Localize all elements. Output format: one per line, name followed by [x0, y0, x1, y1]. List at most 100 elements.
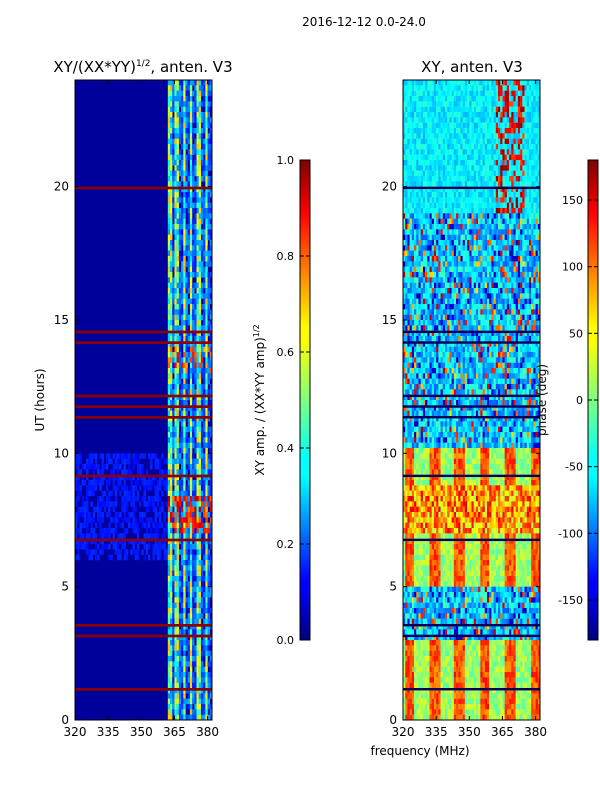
left-heatmap-cell [183, 544, 186, 550]
left-heatmap-cell [170, 250, 173, 257]
left-heatmap-cell [145, 533, 149, 539]
left-heatmap-cell [198, 149, 202, 155]
colorbar-tick-label: 0.6 [277, 346, 295, 359]
left-heatmap-cell [200, 362, 204, 369]
left-heatmap-cell [207, 496, 210, 502]
right-heatmap-cell [407, 208, 410, 214]
right-heatmap-cell [403, 240, 406, 246]
right-heatmap-cell [433, 176, 437, 182]
left-heatmap-cell [132, 474, 135, 481]
left-heatmap-cell [119, 512, 122, 518]
left-heatmap-cell [194, 714, 197, 720]
right-heatmap-cell [425, 197, 428, 203]
left-heatmap-cell [192, 298, 195, 305]
left-heatmap-cell [205, 592, 208, 598]
left-heatmap-cell [170, 282, 173, 289]
left-heatmap-cell [181, 213, 184, 219]
left-heatmap-cell [167, 176, 171, 182]
right-heatmap-cell [491, 85, 494, 91]
left-heatmap-cell [172, 181, 175, 187]
right-heatmap-cell [449, 138, 452, 145]
left-heatmap-cell [207, 442, 210, 449]
right-heatmap-cell [449, 250, 452, 257]
left-heatmap-cell [170, 426, 173, 433]
right-heatmap-cell [484, 176, 488, 182]
left-heatmap-cell [207, 256, 210, 262]
left-heatmap-cell [158, 522, 162, 529]
left-heatmap-cell [170, 506, 173, 513]
right-heatmap-cell [456, 176, 459, 182]
right-heatmap-cell [484, 245, 488, 251]
left-heatmap-cell [189, 112, 193, 118]
left-heatmap-cell [176, 704, 180, 710]
left-heatmap-cell [112, 538, 115, 545]
left-heatmap-cell [187, 288, 191, 294]
right-heatmap-cell [504, 192, 508, 198]
left-heatmap-cell [172, 693, 175, 699]
right-heatmap-cell [403, 96, 406, 102]
right-heatmap-cell [405, 250, 408, 257]
left-heatmap-cell [192, 304, 195, 310]
right-heatmap-cell [462, 138, 466, 145]
left-heatmap-cell [119, 538, 122, 545]
left-heatmap-cell [178, 517, 182, 523]
left-heatmap-cell [154, 549, 157, 555]
right-heatmap-cell [456, 154, 459, 161]
left-heatmap-cell [203, 485, 206, 491]
right-heatmap-cell [422, 218, 426, 225]
left-heatmap-cell [205, 144, 208, 150]
right-heatmap-cell [444, 240, 448, 246]
right-heatmap-cell [422, 133, 426, 139]
right-heatmap-cell [513, 138, 516, 145]
left-heatmap-cell [192, 656, 195, 662]
left-heatmap-cell [207, 624, 210, 630]
left-heatmap-cell [158, 517, 162, 523]
left-heatmap-cell [174, 453, 177, 459]
left-heatmap-cell [196, 224, 199, 230]
right-heatmap-cell [438, 80, 441, 86]
left-heatmap-cell [185, 698, 188, 705]
left-heatmap-cell [196, 186, 199, 193]
right-heatmap-cell [458, 122, 461, 129]
right-heatmap-cell [533, 85, 536, 91]
left-heatmap-cell [176, 256, 180, 262]
left-heatmap-cell [196, 277, 199, 283]
left-heatmap-cell [207, 250, 210, 257]
left-heatmap-cell [178, 213, 182, 219]
left-heatmap-cell [196, 170, 199, 177]
right-heatmap-cell [504, 170, 508, 177]
left-heatmap-cell [209, 469, 212, 475]
left-heatmap-cell [183, 213, 186, 219]
left-heatmap-cell [170, 229, 173, 235]
left-heatmap-cell [172, 634, 175, 641]
right-heatmap-cell [517, 186, 521, 193]
left-heatmap-cell [200, 229, 204, 235]
left-heatmap-cell [123, 464, 127, 470]
left-heatmap-cell [181, 501, 184, 507]
right-heatmap-cell [489, 117, 492, 123]
left-heatmap-cell [185, 437, 188, 443]
right-heatmap-cell [495, 192, 499, 198]
right-heatmap-cell [484, 181, 488, 187]
left-heatmap-cell [192, 528, 195, 534]
left-heatmap-cell [79, 538, 82, 545]
right-heatmap-cell [440, 149, 443, 155]
right-heatmap-cell [416, 181, 419, 187]
left-heatmap-cell [167, 112, 171, 118]
right-heatmap-cell [522, 165, 525, 171]
right-heatmap-cell [520, 176, 523, 182]
right-heatmap-cell [533, 165, 536, 171]
right-heatmap-cell [475, 218, 479, 225]
left-heatmap-cell [203, 229, 206, 235]
left-heatmap-cell [176, 602, 180, 609]
left-heatmap-cell [209, 576, 212, 582]
left-heatmap-cell [209, 80, 212, 86]
right-heatmap-cell [409, 240, 413, 246]
right-heatmap-cell [469, 224, 472, 230]
left-heatmap-cell [176, 512, 180, 518]
left-heatmap-cell [183, 261, 186, 267]
left-heatmap-cell [167, 426, 171, 433]
left-heatmap-cell [178, 181, 182, 187]
right-heatmap-cell [495, 96, 499, 102]
left-heatmap-cell [170, 405, 173, 411]
